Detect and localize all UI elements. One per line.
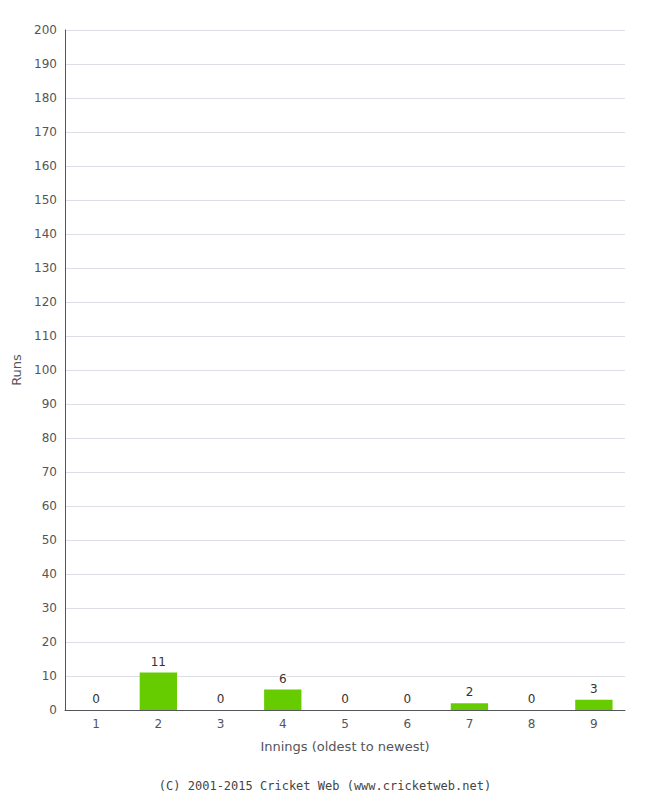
svg-text:140: 140 (34, 227, 57, 241)
svg-text:20: 20 (42, 635, 57, 649)
svg-text:40: 40 (42, 567, 57, 581)
svg-text:170: 170 (34, 125, 57, 139)
svg-text:3: 3 (590, 682, 598, 696)
svg-text:3: 3 (217, 717, 225, 731)
svg-text:110: 110 (34, 329, 57, 343)
svg-text:Runs: Runs (9, 354, 24, 386)
svg-text:70: 70 (42, 465, 57, 479)
svg-text:160: 160 (34, 159, 57, 173)
svg-text:9: 9 (590, 717, 598, 731)
svg-text:0: 0 (341, 692, 349, 706)
svg-text:120: 120 (34, 295, 57, 309)
svg-text:6: 6 (279, 672, 287, 686)
svg-text:0: 0 (528, 692, 536, 706)
svg-text:8: 8 (528, 717, 536, 731)
svg-text:6: 6 (403, 717, 411, 731)
svg-text:190: 190 (34, 57, 57, 71)
svg-text:1: 1 (92, 717, 100, 731)
svg-text:Innings (oldest to newest): Innings (oldest to newest) (260, 739, 429, 754)
svg-text:4: 4 (279, 717, 287, 731)
svg-text:5: 5 (341, 717, 349, 731)
svg-text:80: 80 (42, 431, 57, 445)
svg-text:0: 0 (217, 692, 225, 706)
svg-text:100: 100 (34, 363, 57, 377)
svg-text:0: 0 (49, 703, 57, 717)
svg-text:7: 7 (466, 717, 474, 731)
svg-text:0: 0 (403, 692, 411, 706)
svg-text:90: 90 (42, 397, 57, 411)
svg-text:180: 180 (34, 91, 57, 105)
svg-text:30: 30 (42, 601, 57, 615)
svg-text:200: 200 (34, 23, 57, 37)
svg-text:10: 10 (42, 669, 57, 683)
svg-text:2: 2 (466, 685, 474, 699)
svg-text:150: 150 (34, 193, 57, 207)
svg-text:60: 60 (42, 499, 57, 513)
svg-text:130: 130 (34, 261, 57, 275)
svg-text:11: 11 (151, 655, 166, 669)
svg-text:50: 50 (42, 533, 57, 547)
svg-text:0: 0 (92, 692, 100, 706)
svg-text:(C) 2001-2015 Cricket Web (www: (C) 2001-2015 Cricket Web (www.cricketwe… (159, 779, 491, 793)
svg-text:2: 2 (155, 717, 163, 731)
